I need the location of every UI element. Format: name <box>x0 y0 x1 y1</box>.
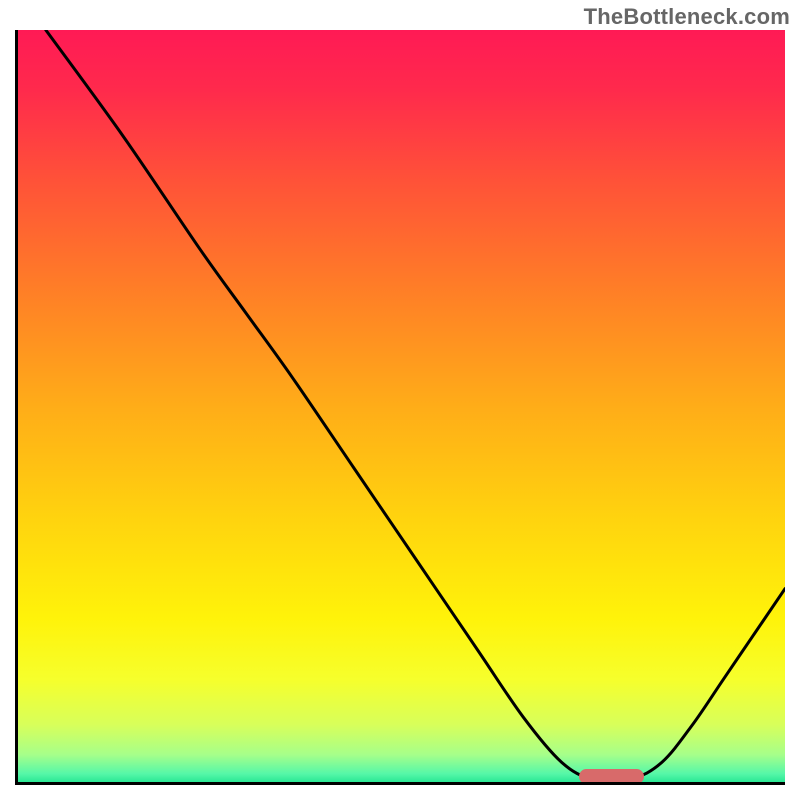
plot-area <box>15 30 785 785</box>
curve-layer <box>15 30 785 785</box>
curve-line <box>46 30 785 781</box>
axis-bottom <box>15 782 785 785</box>
watermark-text: TheBottleneck.com <box>584 4 790 30</box>
axis-left <box>15 30 18 785</box>
chart-container: TheBottleneck.com <box>0 0 800 800</box>
